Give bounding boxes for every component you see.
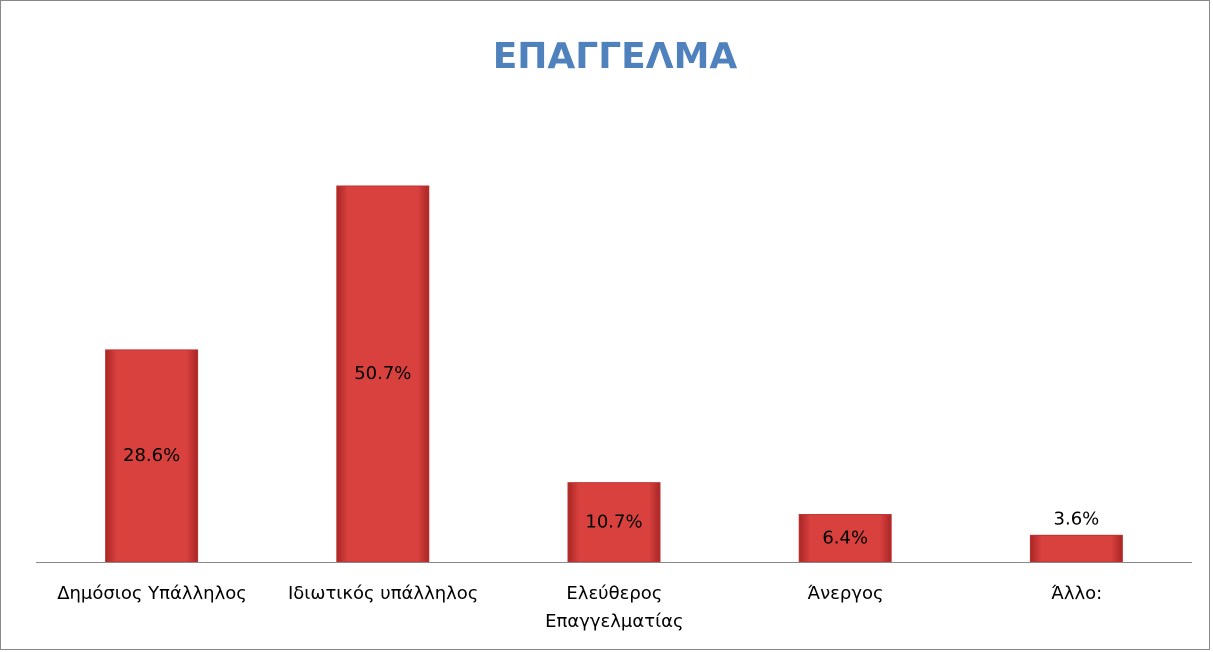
data-label: 50.7% [354,363,411,384]
x-tick-label: Ιδιωτικός υπάλληλος [287,583,479,604]
x-tick-label: Δημόσιος Υπάλληλος [57,583,247,604]
data-label: 3.6% [1054,508,1100,529]
bar [336,185,430,563]
data-label: 10.7% [585,511,642,532]
x-tick-label: Άνεργος [807,583,884,604]
x-tick-label: Άλλο: [1051,583,1103,604]
x-tick-label: Ελεύθερος Επαγγελματίας [545,583,684,632]
chart-title: ΕΠΑΓΓΕΛΜΑ [493,36,738,77]
data-label: 28.6% [123,445,180,466]
bar [105,349,199,563]
data-label: 6.4% [822,527,868,548]
bar [1029,534,1123,563]
bar [567,482,661,563]
